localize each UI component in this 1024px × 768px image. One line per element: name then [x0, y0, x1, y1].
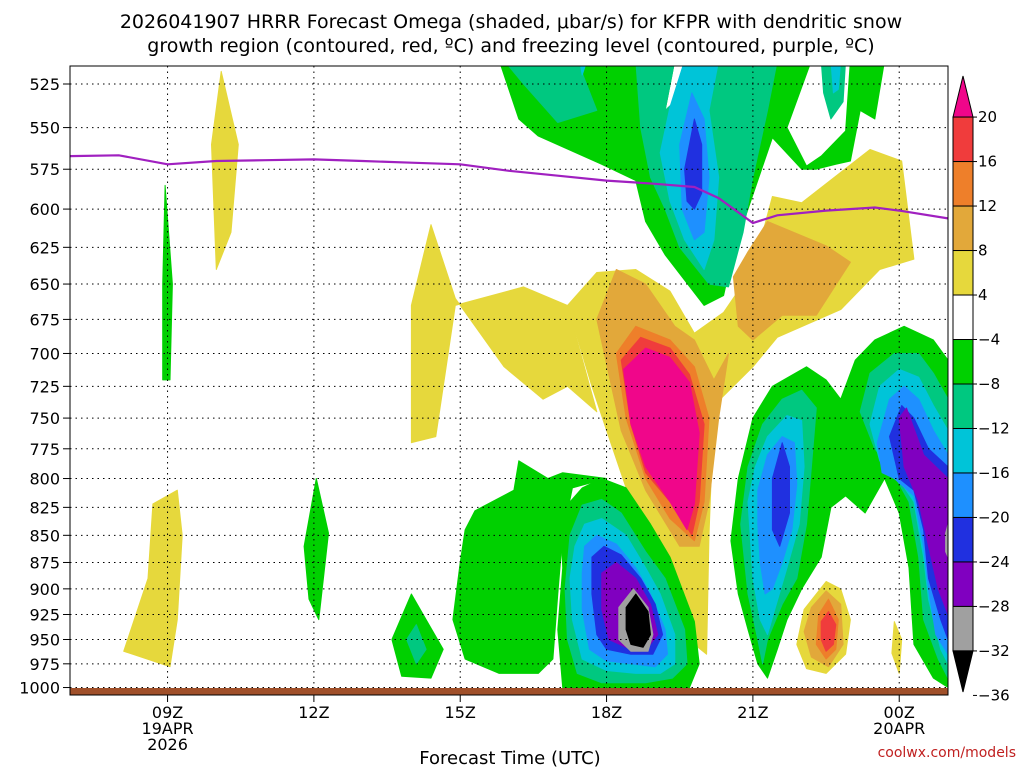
x-tick-label-00Z: 00Z	[884, 703, 915, 722]
y-tick-label-625: 625	[29, 238, 60, 257]
colorbar-band-9	[952, 472, 974, 518]
colorbar-band-3	[952, 205, 974, 252]
colorbar-band-2	[952, 161, 974, 207]
y-tick-label-550: 550	[29, 119, 60, 138]
omega-shaded-regions	[123, 66, 948, 694]
y-tick-label-825: 825	[29, 498, 60, 517]
x-tick-date-00Z: 20APR	[873, 719, 925, 738]
x-tick-label-09Z: 09Z	[152, 703, 183, 722]
omega-region-24	[406, 624, 427, 665]
colorbar-label-7: −12	[978, 419, 1010, 437]
omega-region-15	[162, 184, 173, 381]
colorbar-band-4	[952, 250, 974, 296]
colorbar-label-12: −32	[978, 642, 1010, 660]
colorbar-bottom-arrow	[952, 650, 974, 693]
plot-frame	[69, 65, 949, 696]
y-tick-label-750: 750	[29, 409, 60, 428]
colorbar-label-2: 12	[978, 197, 997, 215]
colorbar-label-6: −8	[978, 375, 1000, 393]
y-tick-label-975: 975	[29, 655, 60, 674]
omega-region-46	[625, 593, 651, 648]
colorbar: 20 16 12 8 4 −4 −8 −12 −16 −20 −24 −28 −32 −36	[952, 75, 1010, 704]
y-tick-label-875: 875	[29, 553, 60, 572]
colorbar-label-3: 8	[978, 242, 988, 260]
y-tick-label-800: 800	[29, 470, 60, 489]
omega-region-40	[771, 442, 790, 547]
y-axis: 525 550 575 600 625 650 675 700 725 750 775 800 825 8…	[19, 75, 70, 698]
colorbar-band-7	[952, 383, 974, 429]
colorbar-label-9: −20	[978, 508, 1010, 526]
x-tick-date-09Z: 19APR	[142, 719, 194, 738]
colorbar-label-11: −28	[978, 597, 1010, 615]
omega-region-7	[732, 221, 851, 341]
colorbar-band-1	[952, 116, 974, 163]
colorbar-band-5	[952, 294, 974, 341]
omega-region-28	[580, 66, 586, 76]
colorbar-label-10: −24	[978, 553, 1010, 571]
colorbar-band-10	[952, 516, 974, 563]
x-tick-label-12Z: 12Z	[298, 703, 329, 722]
omega-region-4	[891, 621, 903, 674]
credit-text: coolwx.com/models	[878, 745, 1016, 761]
ground-strip	[70, 688, 948, 695]
x-tick-label-18Z: 18Z	[591, 703, 622, 722]
y-tick-label-575: 575	[29, 160, 60, 179]
y-tick-label-775: 775	[29, 440, 60, 459]
omega-region-45	[945, 523, 948, 558]
colorbar-band-11	[952, 561, 974, 607]
x-axis-label: Forecast Time (UTC)	[419, 748, 600, 768]
omega-region-43	[898, 407, 948, 615]
colorbar-label-0: 20	[978, 108, 997, 126]
y-tick-label-925: 925	[29, 606, 60, 625]
y-tick-label-725: 725	[29, 377, 60, 396]
y-tick-label-525: 525	[29, 75, 60, 94]
colorbar-label-13: −36	[978, 686, 1010, 704]
y-tick-label-675: 675	[29, 310, 60, 329]
y-tick-label-600: 600	[29, 200, 60, 219]
colorbar-band-6	[952, 339, 974, 385]
omega-region-0	[211, 70, 239, 270]
omega-region-21	[508, 66, 598, 123]
colorbar-label-8: −16	[978, 464, 1010, 482]
chart-title-line-1: 2026041907 HRRR Forecast Omega (shaded, …	[120, 11, 902, 33]
x-tick-label-21Z: 21Z	[737, 703, 768, 722]
freezing-level-line	[70, 154, 948, 225]
omega-region-13	[623, 347, 700, 531]
omega-region-30	[830, 66, 841, 94]
y-tick-label-650: 650	[29, 275, 60, 294]
colorbar-label-1: 16	[978, 153, 997, 171]
y-tick-label-950: 950	[29, 630, 60, 649]
y-tick-label-900: 900	[29, 580, 60, 599]
colorbar-top-arrow	[952, 75, 974, 118]
colorbar-band-12	[952, 605, 974, 652]
omega-region-12	[820, 611, 837, 652]
x-tick-label-15Z: 15Z	[445, 703, 476, 722]
y-tick-label-850: 850	[29, 526, 60, 545]
y-tick-label-700: 700	[29, 344, 60, 363]
colorbar-label-4: 4	[978, 286, 988, 304]
y-tick-label-1000: 1000	[19, 679, 60, 698]
colorbar-label-5: −4	[978, 331, 1000, 349]
gridlines	[70, 66, 948, 695]
colorbar-band-8	[952, 427, 974, 474]
omega-region-1	[123, 489, 183, 668]
omega-region-16	[303, 478, 329, 621]
x-tick-year-09Z: 2026	[147, 735, 188, 754]
omega-region-2	[410, 224, 598, 444]
chart-title-line-2: growth region (contoured, red, ºC) and f…	[147, 35, 874, 57]
